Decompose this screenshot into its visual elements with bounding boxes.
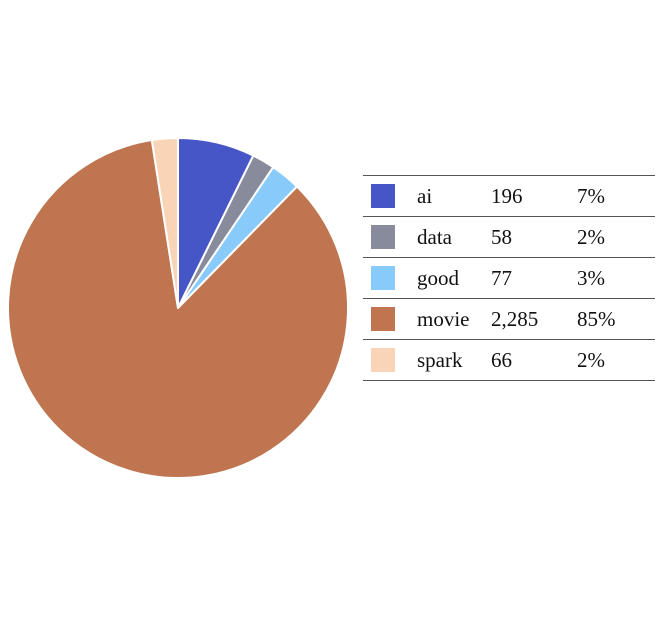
legend-row-spark: spark 66 2% [363, 339, 655, 381]
legend-percent: 3% [577, 265, 605, 290]
legend-value: 77 [491, 265, 512, 290]
legend-label: ai [417, 183, 433, 208]
legend-percent: 2% [577, 224, 605, 249]
legend-value: 66 [491, 347, 512, 372]
pie-slice-movie [7, 139, 349, 479]
legend-label: movie [417, 306, 470, 331]
legend-row-data: data 58 2% [363, 216, 655, 258]
legend-label: spark [417, 347, 463, 372]
legend-label: data [417, 224, 452, 249]
legend-percent: 2% [577, 347, 605, 372]
legend-swatch-movie [371, 307, 395, 331]
legend-value: 196 [491, 183, 523, 208]
pie-slice-spark [150, 137, 179, 309]
legend-percent: 7% [577, 183, 605, 208]
legend-row-good: good 77 3% [363, 257, 655, 299]
legend-label: good [417, 265, 459, 290]
legend-swatch-spark [371, 348, 395, 372]
legend-table: ai 196 7% data 58 2% good 77 3% movie 2,285 85% spar… [363, 175, 655, 381]
legend-percent: 85% [577, 306, 616, 331]
legend-row-movie: movie 2,285 85% [363, 298, 655, 340]
legend-value: 58 [491, 224, 512, 249]
legend-swatch-good [371, 266, 395, 290]
legend-value: 2,285 [491, 306, 539, 331]
legend-swatch-data [371, 225, 395, 249]
legend-row-ai: ai 196 7% [363, 175, 655, 217]
legend-swatch-ai [371, 184, 395, 208]
